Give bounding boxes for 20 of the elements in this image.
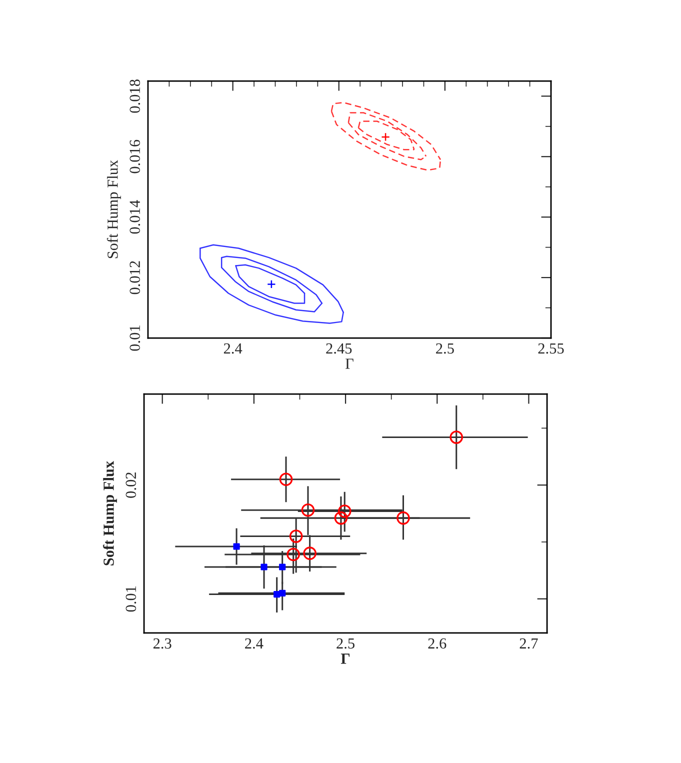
x-tick-label: 2.3 (153, 638, 172, 649)
y-axis-title: Soft Hump Flux (102, 460, 117, 566)
x-tick-label: 2.6 (428, 638, 446, 649)
x-axis-title: Γ (340, 654, 350, 664)
y-axis-title: Soft Hump Flux (106, 160, 121, 258)
y-tick-label: 0.016 (130, 140, 140, 174)
y-tick-label: 0.018 (130, 80, 140, 113)
x-tick-label: 2.4 (245, 638, 264, 649)
x-tick-label: 2.5 (436, 343, 454, 354)
y-tick-label: 0.012 (130, 261, 140, 294)
x-tick-label: 2.7 (520, 638, 538, 649)
x-axis-title: Γ (346, 358, 354, 369)
y-tick-label: 0.01 (130, 326, 140, 351)
x-tick-label: 2.5 (336, 638, 354, 649)
x-tick-label: 2.4 (224, 343, 242, 354)
x-tick-label: 2.55 (538, 343, 564, 354)
y-tick-label: 0.014 (130, 200, 140, 234)
y-tick-label: 0.01 (126, 586, 136, 612)
y-tick-label: 0.02 (126, 472, 136, 498)
x-tick-label: 2.45 (326, 343, 352, 354)
